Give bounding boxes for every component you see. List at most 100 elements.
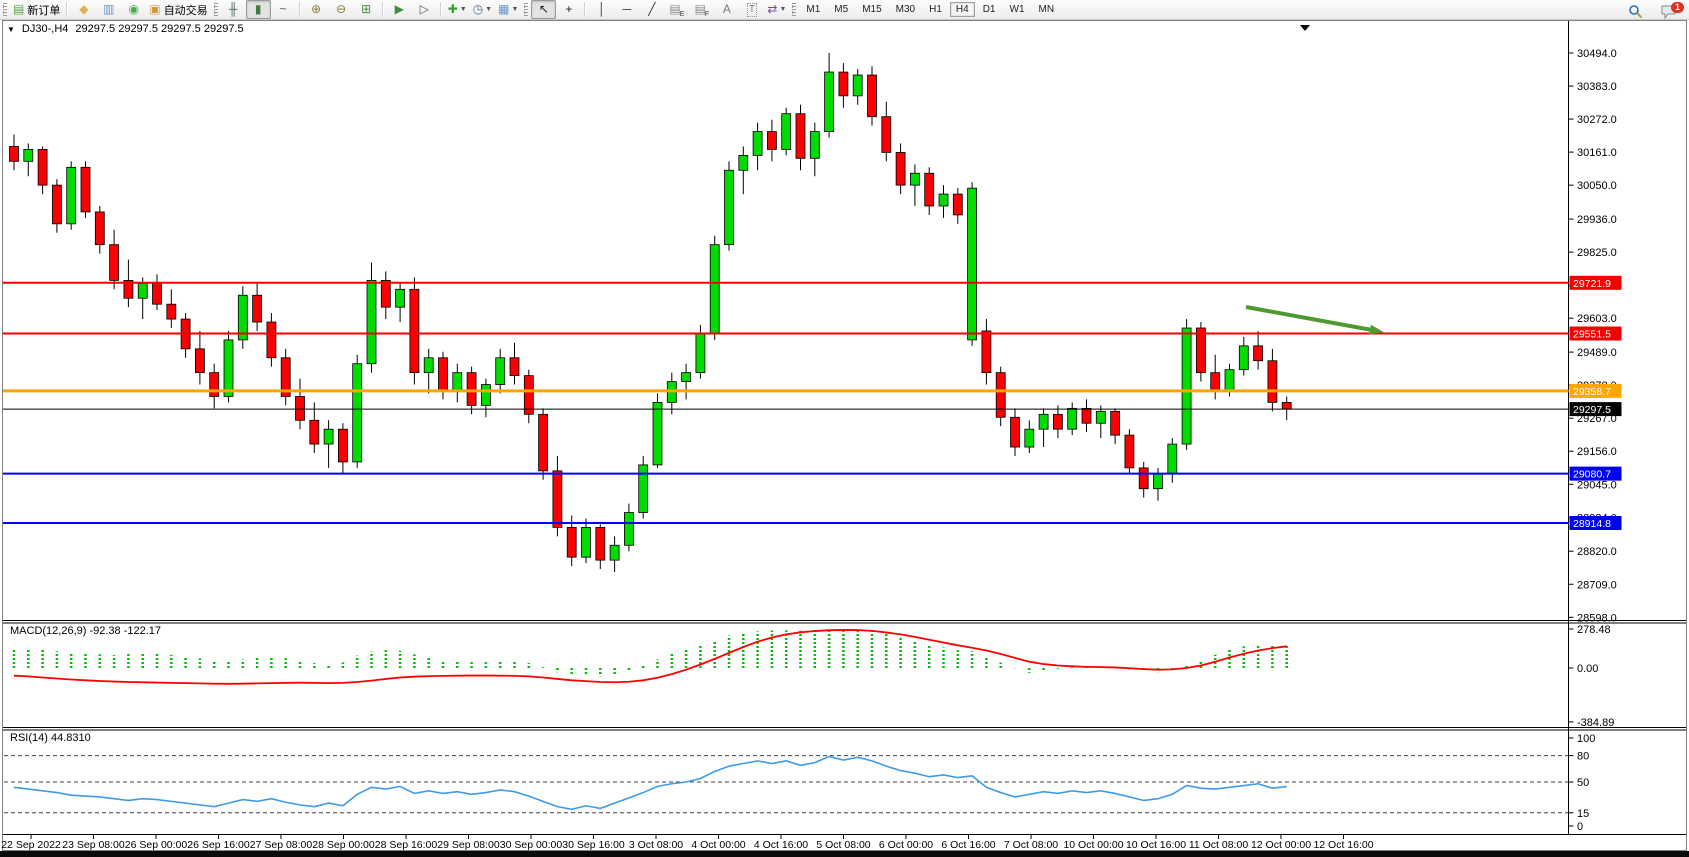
trend-arrow-line[interactable] (1245, 305, 1373, 332)
candle-body (924, 172, 935, 207)
candle-body (566, 527, 577, 558)
text-label-button[interactable]: T (739, 0, 764, 19)
candle-body (952, 193, 963, 216)
price-tick-label: 29045.0 (1577, 479, 1617, 491)
chevron-down-icon[interactable]: ▼ (485, 6, 493, 13)
price-tick-label: 28820.0 (1577, 546, 1617, 558)
toolbar-drag-handle[interactable] (213, 3, 218, 16)
chart-dropdown-icon[interactable]: ▼ (7, 24, 15, 34)
chevron-down-icon[interactable]: ▼ (511, 6, 519, 13)
tile-windows-button[interactable]: ⊞ (354, 0, 379, 19)
fibonacci-icon: ▤ (694, 2, 706, 16)
fibonacci-button[interactable]: ▤ F (689, 0, 714, 19)
candle-body (409, 288, 420, 374)
auto-scroll-icon: ▶ (394, 2, 404, 16)
candle-body (152, 282, 162, 305)
timeframe-m5[interactable]: M5 (834, 4, 849, 15)
eraser-button[interactable]: ◆ (71, 0, 96, 19)
equidistant-channel-button[interactable]: ▤ E (664, 0, 689, 19)
trendline-button[interactable]: ╱ (639, 0, 664, 19)
indicators-icon: ✚ (447, 2, 458, 16)
chart-shift-button[interactable]: ▷ (412, 0, 437, 19)
toolbar-separator (298, 2, 301, 17)
toolbar-drag-handle[interactable] (3, 3, 7, 16)
candle-body (552, 470, 563, 528)
candle-body (466, 372, 477, 406)
arrows-button[interactable]: ⇄ ▼ (764, 0, 789, 19)
price-tick-label: 30494.0 (1577, 48, 1617, 60)
indicators-button[interactable]: ✚ ▼ (445, 0, 470, 19)
candle-body (395, 288, 406, 308)
trend-arrow-head[interactable] (1369, 324, 1384, 335)
search-icon (1629, 5, 1643, 19)
timeframe-m30[interactable]: M30 (895, 4, 916, 15)
rsi-tick-label: 50 (1577, 777, 1589, 789)
candle-body (66, 166, 77, 225)
horizontal-line-button[interactable]: ─ (614, 0, 639, 19)
timeframe-h1[interactable]: H1 (929, 4, 942, 15)
line-chart-button[interactable]: ~ (271, 0, 296, 19)
bar-chart-button[interactable]: ╫ (221, 0, 246, 19)
periods-button[interactable]: ◷ ▼ (470, 0, 495, 19)
timeframe-mn[interactable]: MN (1038, 4, 1055, 15)
candle-body (80, 166, 91, 213)
candle-body (194, 348, 205, 374)
candle-body (337, 428, 348, 463)
candle-body (94, 211, 105, 246)
price-tick-label: 29267.0 (1577, 413, 1617, 425)
chevron-down-icon[interactable]: ▼ (459, 6, 467, 13)
vertical-line-button[interactable]: │ (589, 0, 614, 19)
auto-scroll-button[interactable]: ▶ (387, 0, 412, 19)
candle-body (681, 372, 691, 382)
timeframe-w1[interactable]: W1 (1009, 4, 1025, 15)
toolbar-drag-handle[interactable] (792, 3, 797, 16)
time-tick-label: 11 Oct 08:00 (1189, 839, 1249, 851)
toolbar-drag-handle[interactable] (524, 3, 529, 16)
rsi-tick-label: 15 (1577, 808, 1589, 820)
timeframe-d1[interactable]: D1 (982, 4, 996, 15)
price-tick-label: 29489.0 (1577, 347, 1617, 359)
time-tick-label: 6 Oct 16:00 (941, 839, 995, 851)
candle-body (1024, 428, 1035, 448)
price-tick-label: 30050.0 (1577, 180, 1617, 192)
candle-body (1210, 372, 1221, 391)
price-badge (1569, 275, 1622, 290)
candlestick-chart-button[interactable]: ▮ (245, 0, 271, 19)
timeframe-m15[interactable]: M15 (862, 4, 882, 15)
time-tick-label: 6 Oct 00:00 (879, 839, 933, 851)
toolbar-separator (439, 2, 442, 17)
new-order-button[interactable]: ▤ 新订单 (10, 0, 63, 19)
timeframe-m1[interactable]: M1 (806, 4, 821, 15)
timeframe-h4[interactable]: H4 (949, 2, 975, 17)
zoom-out-button[interactable]: ⊖ (329, 0, 354, 19)
candle-body (738, 154, 749, 171)
zoom-in-button[interactable]: ⊕ (304, 0, 329, 19)
signals-button[interactable]: ◉ (121, 0, 146, 19)
autotrading-button[interactable]: ▣ 自动交易 (146, 0, 210, 19)
notifications-button[interactable]: 1 (1656, 2, 1684, 20)
candle-body (967, 187, 977, 341)
chevron-down-icon[interactable]: ▼ (779, 6, 787, 13)
toolbar-separator (584, 2, 587, 17)
templates-button[interactable]: ▦ ▼ (495, 0, 521, 19)
publish-chart-button[interactable]: ▥ (96, 0, 121, 19)
crosshair-button[interactable]: + (556, 0, 581, 19)
candle-body (380, 279, 391, 308)
zoom-out-icon: ⊖ (336, 2, 347, 16)
text-button[interactable]: A (714, 0, 739, 19)
price-tick-label: 28709.0 (1577, 579, 1617, 591)
trendline-icon: ╱ (648, 2, 656, 16)
candle-body (1238, 345, 1249, 371)
candle-body (938, 193, 949, 207)
search-symbol-button[interactable] (1623, 2, 1648, 21)
candle-body (1095, 410, 1106, 424)
candle-body (52, 184, 62, 225)
toolbar-separator (66, 2, 69, 17)
cursor-button[interactable]: ↖ (531, 0, 557, 19)
macd-tick-label: 278.48 (1577, 624, 1611, 636)
chart-nav-arrow-icon[interactable] (1300, 25, 1310, 31)
icon-subscript: E (679, 11, 685, 18)
candle-body (266, 321, 277, 359)
price-badge (1569, 326, 1622, 341)
